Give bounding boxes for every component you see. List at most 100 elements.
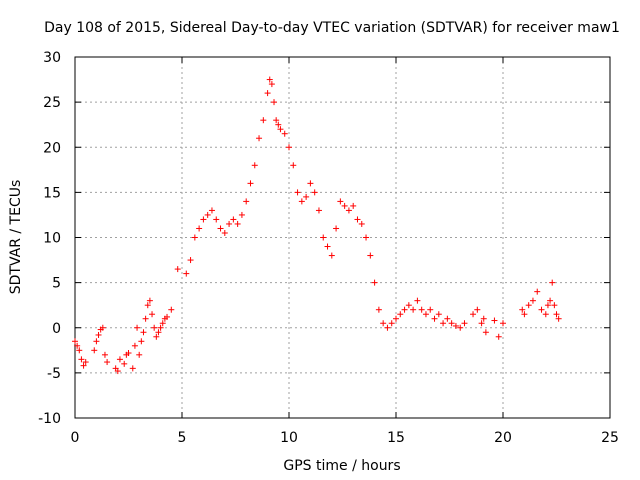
data-point bbox=[159, 320, 166, 327]
data-point bbox=[273, 117, 280, 124]
y-tick-label: 30 bbox=[43, 50, 61, 66]
data-point bbox=[397, 311, 404, 318]
data-point bbox=[275, 121, 282, 128]
data-point bbox=[93, 338, 100, 345]
data-point bbox=[129, 365, 136, 372]
data-point bbox=[204, 211, 211, 218]
data-point bbox=[208, 207, 215, 214]
data-point bbox=[196, 225, 203, 232]
data-point bbox=[358, 220, 365, 227]
data-point bbox=[324, 243, 331, 250]
data-point bbox=[315, 207, 322, 214]
data-point bbox=[431, 315, 438, 322]
data-point bbox=[311, 189, 318, 196]
data-point bbox=[247, 180, 254, 187]
data-point bbox=[371, 279, 378, 286]
data-point bbox=[534, 288, 541, 295]
data-point bbox=[217, 225, 224, 232]
data-point bbox=[142, 315, 149, 322]
data-point bbox=[418, 306, 425, 313]
data-point bbox=[405, 302, 412, 309]
data-point bbox=[243, 198, 250, 205]
y-tick-label: -10 bbox=[38, 411, 61, 427]
x-axis-label: GPS time / hours bbox=[283, 458, 400, 474]
data-point bbox=[101, 351, 108, 358]
data-point bbox=[121, 360, 128, 367]
data-point bbox=[337, 198, 344, 205]
data-point bbox=[375, 306, 382, 313]
data-point bbox=[478, 320, 485, 327]
data-point bbox=[271, 99, 278, 106]
data-point bbox=[363, 234, 370, 241]
data-point bbox=[80, 362, 87, 369]
data-point bbox=[144, 302, 151, 309]
data-point bbox=[529, 297, 536, 304]
gridlines bbox=[75, 57, 610, 418]
data-point bbox=[444, 315, 451, 322]
data-point bbox=[74, 342, 81, 349]
data-point bbox=[164, 313, 171, 320]
data-point bbox=[78, 356, 85, 363]
data-point bbox=[153, 333, 160, 340]
data-point bbox=[388, 320, 395, 327]
x-tick-label: 5 bbox=[178, 430, 187, 446]
data-point bbox=[495, 333, 502, 340]
data-point bbox=[380, 320, 387, 327]
data-point bbox=[76, 347, 83, 354]
data-point bbox=[333, 225, 340, 232]
data-point bbox=[553, 311, 560, 318]
data-point bbox=[134, 324, 141, 331]
data-point bbox=[82, 359, 89, 366]
data-point bbox=[542, 311, 549, 318]
y-tick-label: 20 bbox=[43, 140, 61, 156]
data-point bbox=[350, 202, 357, 209]
data-point bbox=[303, 193, 310, 200]
data-point bbox=[136, 351, 143, 358]
x-tick-label: 20 bbox=[494, 430, 512, 446]
data-point bbox=[72, 338, 78, 345]
data-point bbox=[461, 320, 468, 327]
data-point bbox=[268, 81, 275, 88]
data-point bbox=[401, 306, 408, 313]
data-point bbox=[226, 220, 233, 227]
data-point bbox=[104, 359, 111, 366]
data-point bbox=[200, 216, 207, 223]
y-tick-label: 0 bbox=[52, 321, 61, 337]
data-point bbox=[174, 266, 181, 273]
data-point bbox=[525, 302, 532, 309]
data-point bbox=[519, 306, 526, 313]
data-point bbox=[393, 315, 399, 322]
data-point bbox=[474, 306, 481, 313]
y-tick-labels: -10 -5 0 5 10 15 20 25 30 bbox=[38, 50, 61, 427]
data-point bbox=[354, 216, 361, 223]
axis-ticks bbox=[74, 56, 611, 419]
data-point bbox=[457, 324, 464, 331]
y-tick-label: 25 bbox=[43, 95, 61, 111]
data-point bbox=[551, 302, 558, 309]
data-point bbox=[328, 252, 335, 259]
data-point bbox=[264, 90, 271, 97]
data-point bbox=[367, 252, 374, 259]
data-point bbox=[99, 324, 106, 331]
data-point bbox=[555, 315, 562, 322]
data-point bbox=[146, 297, 153, 304]
data-point bbox=[251, 162, 258, 169]
x-tick-labels: 0 5 10 15 20 25 bbox=[71, 430, 619, 446]
data-point bbox=[157, 324, 164, 331]
x-tick-label: 25 bbox=[601, 430, 619, 446]
data-point bbox=[149, 311, 156, 318]
data-point bbox=[140, 329, 147, 336]
data-point bbox=[168, 306, 175, 313]
data-point bbox=[260, 117, 267, 124]
data-point bbox=[277, 126, 284, 133]
y-axis-label: SDTVAR / TECUs bbox=[8, 180, 24, 295]
data-point bbox=[345, 207, 352, 214]
data-point bbox=[427, 306, 434, 313]
data-point bbox=[91, 347, 98, 354]
data-point bbox=[183, 270, 190, 277]
data-point bbox=[221, 229, 228, 236]
y-tick-label: 15 bbox=[43, 185, 61, 201]
data-point bbox=[521, 311, 528, 318]
data-point bbox=[480, 315, 487, 322]
